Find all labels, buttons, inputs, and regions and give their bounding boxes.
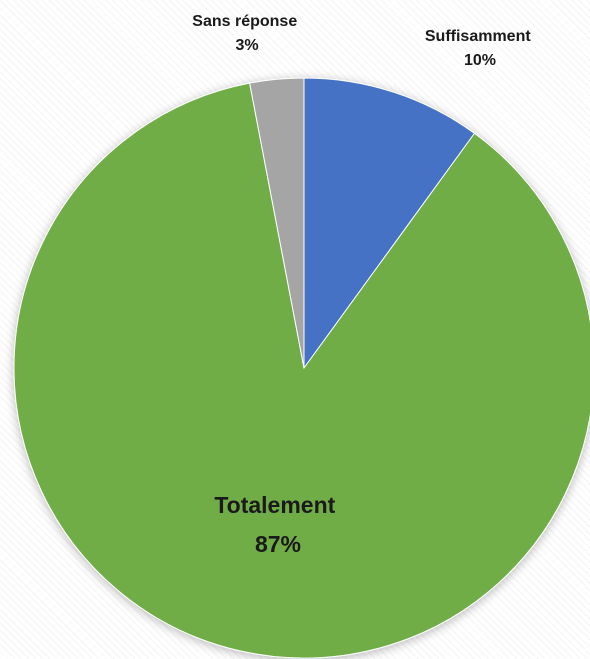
slice-label-sans-reponse-percent: 3% [235, 37, 258, 54]
slice-label-totalement-name: Totalement [214, 492, 335, 518]
slice-label-suffisamment-percent: 10% [464, 52, 496, 69]
slice-label-suffisamment: Suffisamment 10% [425, 28, 535, 69]
slice-label-totalement: Totalement 87% [214, 492, 341, 557]
slice-label-totalement-percent: 87% [255, 531, 301, 557]
slice-label-sans-reponse: Sans réponse 3% [192, 13, 301, 54]
pie-slice-sans-reponse [249, 77, 305, 369]
pie-slice-totalement [13, 82, 590, 659]
slice-label-suffisamment-name: Suffisamment [425, 28, 531, 45]
pie-slices [13, 77, 590, 659]
pie-slice-suffisamment [303, 77, 476, 370]
slice-label-sans-reponse-name: Sans réponse [192, 13, 297, 30]
